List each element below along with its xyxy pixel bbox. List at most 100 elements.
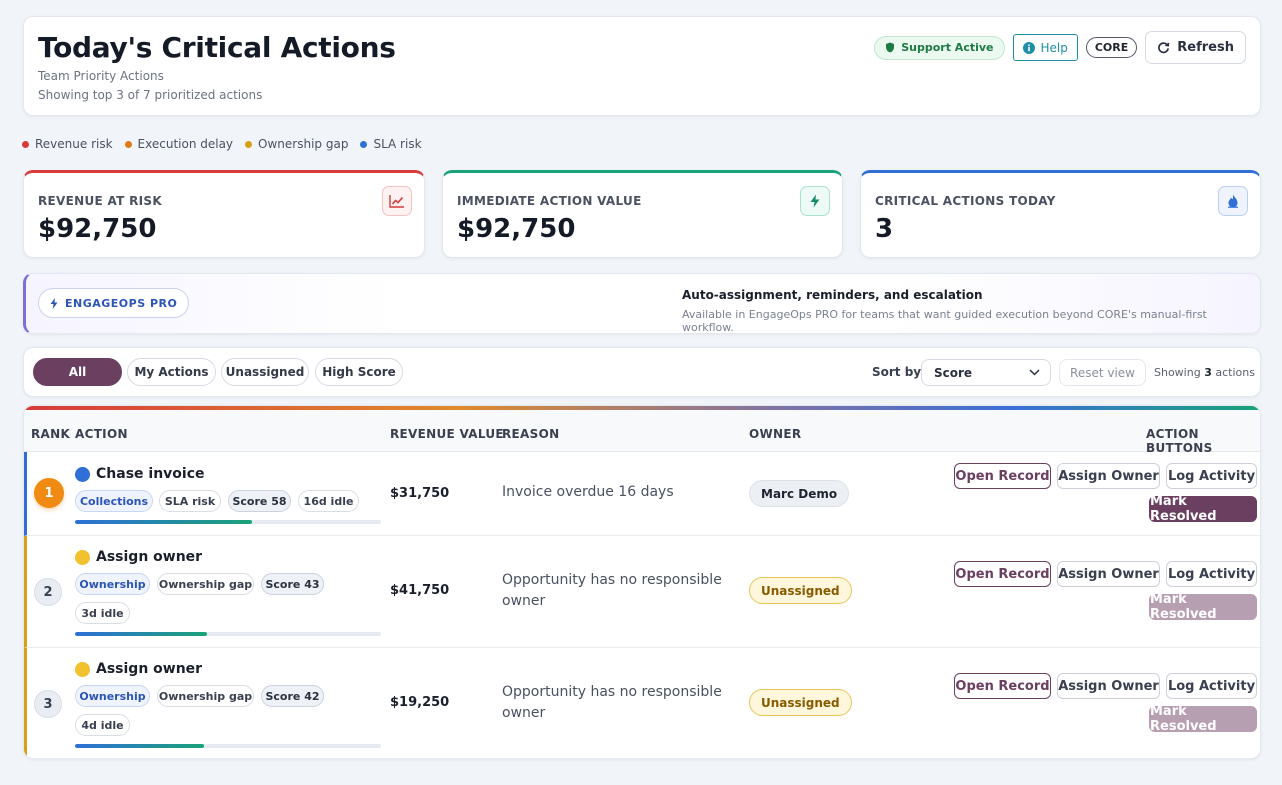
legend-dot [22, 140, 29, 148]
category-tag: Collections [75, 490, 153, 512]
idle-tag: 3d idle [75, 602, 130, 624]
filter-chip-high-score[interactable]: High Score [315, 358, 403, 386]
category-tag: Ownership [75, 573, 150, 595]
action-title[interactable]: Assign owner [75, 549, 202, 565]
legend-item-revenue-risk: Revenue risk [22, 137, 113, 151]
legend-item-execution-delay: Execution delay [124, 137, 233, 151]
open-record-button[interactable]: Open Record [954, 463, 1051, 489]
log-activity-button[interactable]: Log Activity [1166, 463, 1257, 489]
rank-badge: 3 [34, 690, 62, 718]
sort-label: Sort by [872, 365, 922, 379]
info-icon [1022, 41, 1035, 54]
legend-item-sla-risk: SLA risk [360, 137, 422, 151]
showing-count: Showing 3 actions [1154, 366, 1255, 379]
filter-chip-all[interactable]: All [33, 358, 122, 386]
score-progress-bar [75, 632, 381, 636]
score-tag: Score 43 [261, 573, 324, 595]
showing-summary: Showing top 3 of 7 prioritized actions [38, 88, 263, 102]
col-revenue: REVENUE VALUE [390, 427, 504, 441]
owner-badge[interactable]: Unassigned [749, 689, 852, 716]
table-row: 2 Assign owner Ownership Ownership gap S… [24, 536, 1260, 648]
showing-prefix: Showing [1154, 366, 1201, 379]
assign-owner-button[interactable]: Assign Owner [1057, 463, 1160, 489]
mark-resolved-button[interactable]: Mark Resolved [1149, 494, 1257, 524]
lightning-icon [50, 297, 58, 309]
circle-icon [75, 466, 90, 482]
action-title[interactable]: Assign owner [75, 661, 202, 677]
legend-label: Ownership gap [258, 137, 349, 151]
owner-badge[interactable]: Unassigned [749, 577, 852, 604]
kpi-value: $92,750 [38, 214, 157, 244]
legend-label: Revenue risk [35, 137, 113, 151]
assign-owner-button[interactable]: Assign Owner [1057, 561, 1160, 587]
mark-resolved-button[interactable]: Mark Resolved [1149, 704, 1257, 734]
open-record-button[interactable]: Open Record [954, 561, 1051, 587]
page-title: Today's Critical Actions [38, 31, 396, 64]
col-owner: OWNER [749, 427, 802, 441]
log-activity-button[interactable]: Log Activity [1166, 561, 1257, 587]
trend-up-icon [382, 186, 412, 216]
legend-item-ownership-gap: Ownership gap [245, 137, 348, 151]
score-tag: Score 42 [261, 685, 324, 707]
actions-table: RANK ACTION REVENUE VALUE REASON OWNER A… [23, 405, 1261, 759]
reason-text: Invoice overdue 16 days [502, 484, 674, 500]
filter-chip-my-actions[interactable]: My Actions [127, 358, 216, 386]
pro-upsell-banner: ENGAGEOPS PRO Auto-assignment, reminders… [23, 273, 1261, 334]
action-title-text: Assign owner [96, 549, 203, 565]
table-accent-bar [24, 406, 1260, 410]
risk-legend: Revenue risk Execution delay Ownership g… [22, 137, 422, 151]
score-progress-bar [75, 520, 381, 524]
page-subtitle: Team Priority Actions [38, 69, 164, 83]
sort-select[interactable]: Score [921, 359, 1051, 386]
kpi-label: IMMEDIATE ACTION VALUE [457, 194, 642, 208]
score-progress-bar [75, 744, 381, 748]
table-row: 1 Chase invoice Collections SLA risk Sco… [24, 452, 1260, 536]
circle-icon [75, 661, 90, 677]
core-plan-badge: CORE [1085, 37, 1138, 58]
engageops-pro-pill[interactable]: ENGAGEOPS PRO [38, 288, 190, 318]
table-row: 3 Assign owner Ownership Ownership gap S… [24, 648, 1260, 758]
kpi-label: CRITICAL ACTIONS TODAY [875, 194, 1056, 208]
revenue-value: $31,750 [390, 486, 450, 501]
action-title[interactable]: Chase invoice [75, 466, 205, 482]
score-tag: Score 58 [228, 490, 291, 512]
kpi-critical-actions-today: CRITICAL ACTIONS TODAY 3 [860, 170, 1261, 258]
legend-dot [245, 140, 253, 148]
pro-description: Available in EngageOps PRO for teams tha… [682, 308, 1207, 334]
open-record-button[interactable]: Open Record [954, 673, 1051, 699]
rank-badge: 1 [34, 478, 64, 508]
idle-tag: 4d idle [75, 714, 130, 736]
sort-value: Score [934, 365, 973, 380]
pro-title: Auto-assignment, reminders, and escalati… [682, 288, 983, 302]
col-action-buttons: ACTION BUTTONS [1146, 427, 1213, 455]
col-rank: RANK [31, 427, 71, 441]
reason-text: Opportunity has no responsible owner [502, 684, 722, 721]
revenue-value: $41,750 [390, 583, 450, 598]
log-activity-button[interactable]: Log Activity [1166, 673, 1257, 699]
assign-owner-button[interactable]: Assign Owner [1057, 673, 1160, 699]
mark-resolved-button[interactable]: Mark Resolved [1149, 592, 1257, 622]
col-reason: REASON [502, 427, 560, 441]
reset-view-button[interactable]: Reset view [1059, 359, 1146, 386]
flame-icon [1218, 186, 1248, 216]
revenue-value: $19,250 [390, 695, 450, 710]
kpi-immediate-action-value: IMMEDIATE ACTION VALUE $92,750 [442, 170, 843, 258]
kpi-revenue-at-risk: REVENUE AT RISK $92,750 [23, 170, 425, 258]
risk-tag: Ownership gap [157, 685, 254, 707]
lightning-icon [800, 186, 830, 216]
idle-tag: 16d idle [298, 490, 359, 512]
filter-chip-unassigned[interactable]: Unassigned [221, 358, 309, 386]
header-card: Today's Critical Actions Team Priority A… [23, 16, 1261, 116]
legend-label: SLA risk [373, 137, 422, 151]
category-tag: Ownership [75, 685, 150, 707]
col-action: ACTION [75, 427, 128, 441]
kpi-label: REVENUE AT RISK [38, 194, 162, 208]
refresh-button[interactable]: Refresh [1145, 31, 1246, 64]
legend-dot [124, 140, 132, 148]
legend-dot [360, 140, 368, 148]
action-title-text: Assign owner [96, 661, 203, 677]
risk-tag: Ownership gap [157, 573, 254, 595]
table-header: RANK ACTION REVENUE VALUE REASON OWNER A… [24, 410, 1260, 455]
help-button[interactable]: Help [1012, 34, 1078, 61]
owner-badge[interactable]: Marc Demo [749, 480, 850, 507]
